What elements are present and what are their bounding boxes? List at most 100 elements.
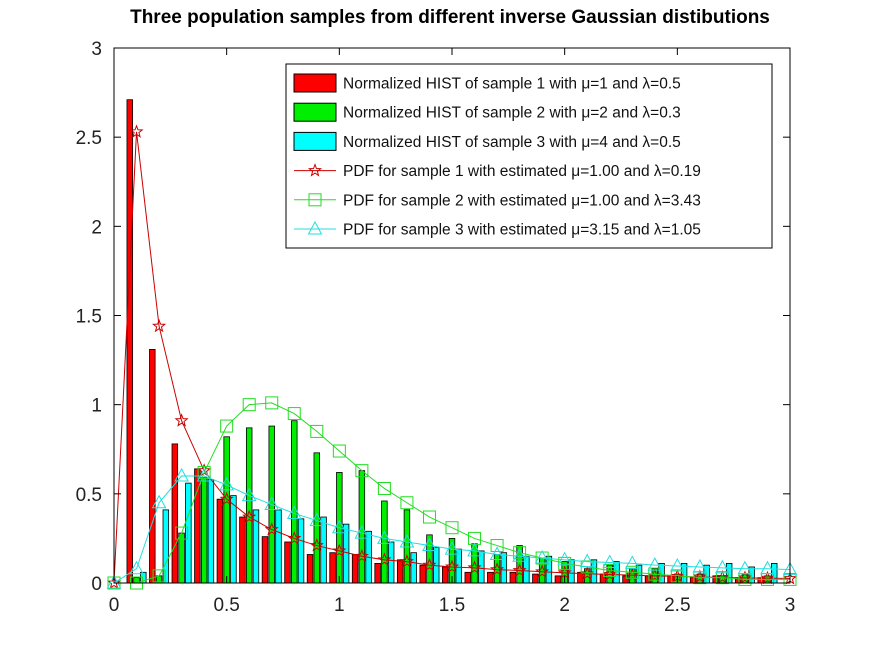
legend-label-1: Normalized HIST of sample 1 with μ=1 and… [343,76,681,93]
pdf-marker-1-0 [106,575,122,590]
bar-s1-21 [599,573,607,584]
legend-label-4: PDF for sample 1 with estimated μ=1.00 a… [343,163,701,180]
legend-label-6: PDF for sample 3 with estimated μ=3.15 a… [343,222,701,239]
pdf-marker-1-8 [287,530,302,545]
pdf-marker-1-15 [444,559,460,573]
bar-s1-16 [487,571,494,584]
pdf-marker-2-13 [400,496,414,510]
legend-marker-5 [308,193,322,207]
bar-s2-5 [245,427,253,584]
pdf-marker-3-22 [602,554,618,568]
bar-s3-2 [185,482,192,584]
pdf-marker-3-17 [489,546,505,560]
axis-ticks: 0 0.5 1 1.5 2 2.5 3 0 0.5 1 1.5 2 2.5 3 [76,39,796,616]
bar-s2-12 [403,509,411,584]
pdf-marker-1-7 [264,522,279,536]
pdf-marker-1-3 [174,413,189,427]
bar-s1-6 [261,536,269,584]
pdf-marker-3-3 [174,467,189,482]
pdf-marker-3-6 [241,487,257,502]
bar-s1-9 [329,552,336,584]
pdf-marker-2-9 [310,424,324,438]
pdf-marker-1-29 [760,570,775,585]
pdf-marker-1-23 [625,567,640,582]
pdf-marker-2-24 [648,567,662,581]
pdf-marker-2-12 [377,481,391,495]
legend-label-2: Normalized HIST of sample 2 with μ=2 and… [343,105,681,122]
bar-s1-22 [622,575,629,584]
pdf-marker-1-20 [557,565,572,579]
x-tick-label-4: 2 [559,595,570,616]
pdf-marker-3-28 [737,560,753,575]
pdf-marker-3-7 [264,496,280,511]
x-tick-label-2: 1 [334,595,345,616]
pdf-marker-3-13 [399,533,415,548]
pdf-marker-1-11 [354,548,369,563]
pdf-marker-3-29 [760,560,775,575]
pdf-marker-3-25 [669,558,685,572]
pdf-marker-1-2 [152,318,167,333]
bar-s3-7 [297,518,305,584]
bar-s2-11 [381,500,388,584]
bar-s2-15 [471,543,478,584]
legend: Normalized HIST of sample 1 with μ=1 and… [285,63,773,249]
pdf-marker-2-17 [490,539,504,553]
pdf-marker-1-16 [467,560,482,574]
pdf-marker-3-23 [624,555,640,569]
pdf-marker-3-11 [354,525,370,539]
bar-s1-12 [396,559,404,584]
bar-s1-25 [689,577,697,584]
bar-s1-7 [284,541,291,584]
bar-s1-8 [306,554,314,584]
pdf-marker-2-14 [422,510,436,524]
bar-s3-6 [275,509,282,584]
y-tick-label-2: 1 [91,396,102,417]
pdf-marker-2-3 [175,526,189,540]
pdf-marker-3-15 [444,541,460,555]
bar-s1-0 [126,99,133,584]
pdf-marker-1-13 [399,554,414,568]
legend-box [285,63,773,249]
x-tick-label-5: 2.5 [664,595,690,616]
pdf-marker-2-10 [332,444,346,458]
pdf-marker-2-2 [152,569,166,583]
pdf-marker-3-20 [557,551,573,566]
legend-swatch-1 [293,73,337,93]
y-tick-label-0: 0 [91,574,102,595]
pdf-marker-3-26 [692,558,708,573]
pdf-line-2 [114,402,790,584]
pdf-marker-1-5 [219,491,234,506]
legend-label-3: Normalized HIST of sample 3 with μ=4 and… [343,134,681,151]
pdf-marker-3-5 [219,476,235,491]
bar-s2-18 [538,557,546,584]
bar-s3-4 [230,495,237,584]
pdf-marker-3-4 [196,467,212,482]
pdf-marker-1-12 [377,552,392,566]
pdf-marker-3-18 [512,548,527,562]
pdf-marker-2-11 [355,464,369,478]
pdf-marker-1-10 [332,543,347,557]
bar-s2-16 [493,554,501,584]
bar-s2-2 [178,532,185,584]
bar-s3-11 [387,541,395,584]
pdf-marker-1-6 [242,509,257,524]
bar-s1-4 [216,498,224,584]
pdf-marker-3-0 [106,574,122,589]
legend-swatch-3 [293,131,337,151]
pdf-marker-3-16 [467,542,482,557]
bar-s1-1 [149,348,156,584]
pdf-marker-3-2 [151,494,167,509]
pdf-marker-3-19 [534,549,550,564]
pdf-marker-2-4 [197,465,211,479]
legend-marker-4 [307,163,323,177]
bar-s1-13 [419,564,426,584]
bar-s1-2 [171,443,179,584]
bar-s1-15 [464,571,471,584]
pdf-marker-1-19 [535,564,550,578]
bar-s2-4 [223,436,230,584]
pdf-marker-3-10 [331,519,347,534]
pdf-marker-1-21 [580,566,595,580]
bar-s3-3 [207,479,215,584]
pdf-marker-1-17 [489,562,505,576]
